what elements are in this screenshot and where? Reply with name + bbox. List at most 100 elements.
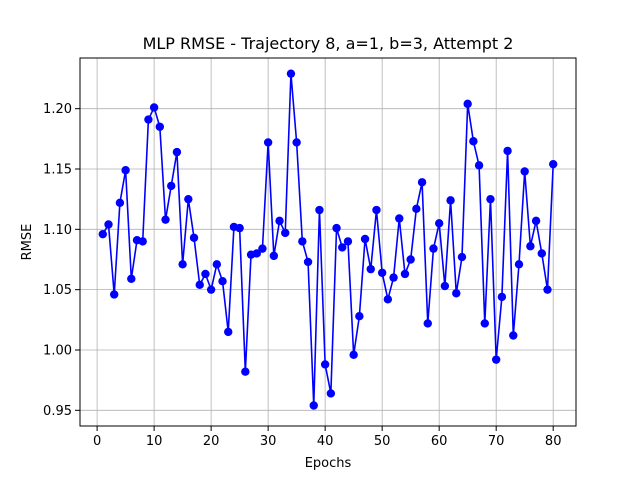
rmse-data-point	[434, 219, 444, 228]
rmse-data-point	[429, 244, 438, 253]
tick-layer: 0 10 20 30 40 50 60 70 80 0.95 1.00 1.05 1.10 1.15 1.2…	[43, 102, 561, 449]
grid-layer	[80, 58, 576, 426]
rmse-data-point	[189, 233, 199, 242]
rmse-data-point	[309, 401, 318, 410]
rmse-data-point	[491, 355, 501, 364]
rmse-data-point	[383, 295, 393, 304]
rmse-data-point	[241, 367, 250, 376]
rmse-data-point	[258, 244, 267, 253]
rmse-data-point	[423, 319, 432, 328]
rmse-data-point	[172, 147, 182, 157]
rmse-data-point	[144, 115, 153, 124]
rmse-data-point	[303, 257, 313, 267]
rmse-data-point	[269, 251, 279, 261]
rmse-data-point	[497, 292, 507, 302]
rmse-data-point	[315, 205, 324, 215]
x-tick-label: 0	[93, 434, 101, 449]
rmse-data-point	[338, 243, 347, 252]
rmse-data-point	[537, 249, 546, 258]
rmse-data-point	[412, 204, 421, 214]
rmse-data-point	[161, 215, 170, 224]
rmse-data-point	[326, 389, 336, 398]
y-tick-label: 1.20	[43, 102, 72, 117]
rmse-data-point	[104, 220, 113, 229]
rmse-data-point	[417, 178, 427, 187]
rmse-data-point	[224, 327, 233, 337]
rmse-data-point	[440, 281, 450, 291]
y-axis-label: RMSE	[20, 224, 35, 261]
rmse-data-point	[486, 194, 495, 204]
rmse-data-point	[149, 103, 159, 112]
rmse-data-point	[349, 350, 358, 360]
rmse-data-point	[138, 237, 147, 246]
rmse-data-point	[355, 312, 364, 321]
rmse-data-point	[252, 249, 261, 258]
rmse-data-point	[474, 161, 484, 170]
rmse-data-point	[520, 167, 529, 176]
chart-title: MLP RMSE - Trajectory 8, a=1, b=3, Attem…	[143, 34, 514, 53]
x-tick-label: 10	[146, 434, 163, 449]
plot-area-frame	[79, 57, 577, 427]
rmse-data-point	[543, 285, 552, 294]
rmse-data-point	[286, 69, 296, 78]
rmse-data-point	[360, 234, 370, 244]
rmse-data-point	[167, 181, 176, 191]
rmse-data-point	[548, 159, 558, 169]
rmse-data-point	[509, 331, 518, 340]
rmse-data-point	[531, 216, 541, 226]
x-tick-label: 40	[317, 434, 334, 449]
rmse-data-point	[263, 138, 273, 147]
rmse-data-point	[121, 166, 130, 175]
x-tick-label: 70	[488, 434, 505, 449]
rmse-data-point	[127, 274, 136, 283]
rmse-data-point	[377, 268, 387, 277]
rmse-data-point	[457, 252, 467, 262]
rmse-data-point	[406, 255, 415, 264]
y-tick-label: 1.10	[43, 223, 72, 238]
rmse-data-point	[218, 277, 227, 286]
rmse-data-point	[366, 264, 375, 274]
x-tick-label: 30	[260, 434, 277, 449]
rmse-data-point	[281, 228, 290, 238]
rmse-data-point	[372, 205, 381, 215]
rmse-data-point	[395, 214, 404, 223]
x-tick-label: 60	[431, 434, 448, 449]
rmse-data-point	[400, 269, 410, 279]
rmse-data-point	[115, 198, 125, 207]
rmse-data-point	[446, 196, 455, 205]
x-tick-label: 80	[545, 434, 562, 449]
x-tick-label: 20	[203, 434, 220, 449]
rmse-data-point	[332, 223, 341, 233]
y-tick-label: 0.95	[43, 404, 72, 419]
rmse-data-point	[469, 137, 478, 146]
rmse-data-point	[320, 360, 330, 369]
y-tick-label: 1.15	[43, 163, 72, 178]
y-tick-label: 1.00	[43, 343, 72, 358]
rmse-data-point	[389, 273, 398, 282]
rmse-data-point	[298, 237, 307, 246]
rmse-data-point	[503, 146, 512, 156]
rmse-data-point	[526, 242, 535, 251]
rmse-data-point	[343, 237, 353, 246]
rmse-data-point	[206, 285, 216, 294]
x-axis-label: Epochs	[305, 456, 352, 471]
rmse-data-point	[514, 260, 524, 269]
rmse-data-point	[201, 269, 210, 279]
rmse-data-point	[235, 223, 244, 233]
rmse-data-point	[452, 289, 461, 298]
rmse-data-point	[155, 122, 165, 131]
series-layer	[98, 69, 558, 410]
y-tick-label: 1.05	[43, 283, 72, 298]
rmse-data-point	[275, 216, 284, 226]
rmse-data-point	[184, 194, 193, 204]
rmse-data-point	[195, 280, 204, 290]
rmse-data-point	[212, 260, 222, 269]
rmse-data-point	[110, 290, 119, 299]
x-tick-label: 50	[374, 434, 391, 449]
rmse-data-point	[292, 138, 301, 147]
rmse-data-point	[98, 229, 108, 239]
rmse-data-point	[480, 319, 489, 328]
rmse-data-point	[178, 260, 187, 269]
